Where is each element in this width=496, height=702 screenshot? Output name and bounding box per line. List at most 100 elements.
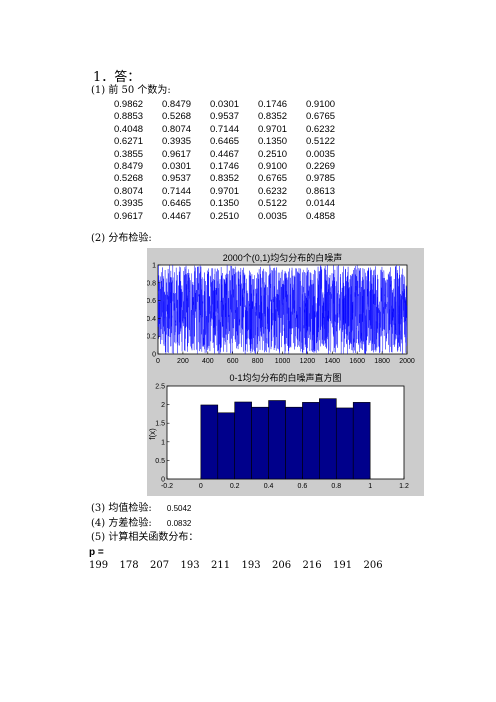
figure-canvas: 2000个(0,1)均匀分布的白噪声 0 200 400 600 800 1000 1200… bbox=[146, 252, 415, 490]
number-cell: 0.0301 bbox=[162, 161, 192, 173]
variance-test-value: 0.0832 bbox=[166, 519, 192, 528]
p-value: 216 bbox=[302, 560, 322, 571]
numbers-row: 0.8853 0.5268 0.9537 0.8352 0.6765 bbox=[114, 111, 354, 123]
noise-x-tick-label: 600 bbox=[227, 358, 239, 365]
number-cell: 0.6765 bbox=[306, 111, 336, 123]
number-cell: 0.0144 bbox=[306, 198, 336, 210]
number-cell: 0.5268 bbox=[162, 111, 192, 123]
histogram-x-tick-label: 0 bbox=[199, 483, 203, 490]
histogram-x-tick-label: 0.4 bbox=[264, 483, 274, 490]
section-2-label: (2) 分布检验: bbox=[91, 233, 152, 244]
number-cell: 0.8479 bbox=[162, 99, 192, 110]
histogram-y-tick-label: 1.5 bbox=[155, 421, 165, 428]
noise-x-tick-label: 2000 bbox=[399, 358, 415, 365]
histogram-bar bbox=[268, 400, 286, 480]
number-cell: 0.9537 bbox=[210, 111, 240, 123]
numbers-row: 0.4048 0.8074 0.7144 0.9701 0.6232 bbox=[114, 124, 354, 136]
number-cell: 0.5122 bbox=[258, 198, 288, 210]
p-value: 178 bbox=[119, 560, 139, 571]
number-cell: 0.8352 bbox=[258, 111, 288, 123]
p-value: 206 bbox=[363, 560, 383, 571]
histogram-bar bbox=[200, 404, 219, 480]
number-cell: 0.9701 bbox=[210, 185, 240, 197]
number-cell: 0.5268 bbox=[114, 173, 144, 185]
histogram-x-tick-label: 1.2 bbox=[399, 483, 409, 490]
histogram-x-tick-label: 0.8 bbox=[331, 483, 341, 490]
number-cell: 0.0035 bbox=[258, 210, 288, 222]
variance-test-label: (4) 方差检验: bbox=[91, 518, 152, 529]
histogram-bar bbox=[285, 406, 303, 480]
number-cell: 0.2510 bbox=[210, 210, 240, 222]
noise-chart-title: 2000个(0,1)均匀分布的白噪声 bbox=[223, 252, 343, 263]
number-cell: 0.3935 bbox=[114, 198, 144, 210]
noise-x-tick-label: 200 bbox=[177, 358, 189, 365]
histogram-bar bbox=[335, 407, 354, 480]
p-value: 206 bbox=[272, 560, 292, 571]
section-4-row: (4) 方差检验: 0.0832 bbox=[91, 518, 191, 530]
number-cell: 0.4467 bbox=[210, 148, 240, 160]
number-cell: 0.8074 bbox=[114, 185, 144, 197]
number-cell: 0.8613 bbox=[306, 185, 336, 197]
histogram-bar bbox=[302, 402, 320, 480]
number-cell: 0.9701 bbox=[258, 123, 288, 135]
noise-x-tick-label: 1400 bbox=[325, 358, 341, 365]
histogram-bar bbox=[319, 398, 337, 480]
p-value: 211 bbox=[211, 560, 231, 571]
mean-test-label: (3) 均值检验: bbox=[91, 503, 152, 514]
number-cell: 0.9785 bbox=[306, 173, 336, 185]
numbers-row: 0.5268 0.9537 0.8352 0.6765 0.9785 bbox=[114, 173, 354, 185]
histogram-ylabel: f(x) bbox=[148, 428, 157, 440]
p-value: 199 bbox=[89, 560, 109, 571]
p-values-row: 199 178 207 193 211 193 206 216 191 206 bbox=[89, 560, 394, 571]
noise-x-tick-label: 1600 bbox=[349, 358, 365, 365]
section-3-row: (3) 均值检验: 0.5042 bbox=[91, 503, 191, 515]
number-cell: 0.0301 bbox=[210, 99, 240, 110]
number-cell: 0.2510 bbox=[258, 148, 288, 160]
noise-x-tick-label: 1800 bbox=[374, 358, 390, 365]
numbers-row: 0.9617 0.4467 0.2510 0.0035 0.4858 bbox=[114, 211, 354, 223]
noise-x-tick-label: 1200 bbox=[300, 358, 316, 365]
number-cell: 0.3935 bbox=[162, 136, 192, 148]
number-cell: 0.5122 bbox=[306, 136, 336, 148]
histogram-bar bbox=[234, 401, 252, 480]
number-cell: 0.6271 bbox=[114, 136, 144, 148]
number-cell: 0.8074 bbox=[162, 123, 192, 135]
mean-test-value: 0.5042 bbox=[166, 504, 192, 513]
numbers-row: 0.8074 0.7144 0.9701 0.6232 0.8613 bbox=[114, 186, 354, 198]
noise-y-tick-label: 0 bbox=[152, 352, 156, 359]
noise-y-tick-label: 1 bbox=[152, 263, 156, 270]
number-cell: 0.9100 bbox=[306, 99, 336, 110]
p-value: 193 bbox=[241, 560, 261, 571]
number-cell: 0.2269 bbox=[306, 161, 336, 173]
number-cell: 0.7144 bbox=[162, 185, 192, 197]
number-cell: 0.4858 bbox=[306, 210, 336, 222]
histogram-bar bbox=[352, 402, 371, 480]
histogram-y-tick-label: 0.5 bbox=[155, 458, 165, 465]
number-cell: 0.9100 bbox=[258, 161, 288, 173]
noise-y-tick-label: 0.4 bbox=[147, 316, 156, 323]
noise-x-tick-label: 1000 bbox=[275, 358, 291, 365]
p-value: 207 bbox=[150, 560, 170, 571]
number-cell: 0.1746 bbox=[258, 99, 288, 110]
p-label: p = bbox=[89, 547, 104, 558]
number-cell: 0.7144 bbox=[210, 123, 240, 135]
histogram-x-tick-label: 0.6 bbox=[298, 483, 308, 490]
noise-y-tick-label: 0.2 bbox=[147, 334, 156, 341]
histogram-x-tick-label: 1 bbox=[368, 483, 372, 490]
histogram-bar bbox=[217, 412, 236, 480]
histogram-y-tick-label: 2.5 bbox=[155, 384, 165, 391]
noise-line bbox=[157, 265, 408, 354]
number-cell: 0.0035 bbox=[306, 148, 336, 160]
number-cell: 0.9537 bbox=[162, 173, 192, 185]
numbers-row: 0.6271 0.3935 0.6465 0.1350 0.5122 bbox=[114, 136, 354, 148]
numbers-row: 0.8479 0.0301 0.1746 0.9100 0.2269 bbox=[114, 161, 354, 173]
noise-x-tick-label: 0 bbox=[156, 358, 160, 365]
p-value: 191 bbox=[333, 560, 353, 571]
number-cell: 0.3855 bbox=[114, 148, 144, 160]
number-cell: 0.1746 bbox=[210, 161, 240, 173]
noise-y-tick-label: 0.6 bbox=[147, 298, 156, 305]
histogram-y-tick-label: 1 bbox=[161, 439, 165, 446]
number-cell: 0.6232 bbox=[306, 123, 336, 135]
noise-series bbox=[157, 265, 408, 354]
noise-x-tick-label: 400 bbox=[202, 358, 214, 365]
